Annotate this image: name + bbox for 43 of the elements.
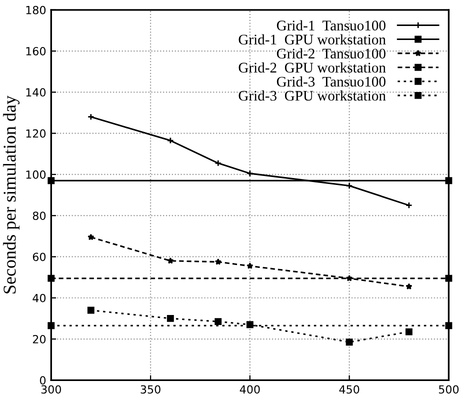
point bbox=[48, 274, 55, 282]
point bbox=[87, 306, 94, 314]
legend-label: Grid-1 Tansuo100 bbox=[276, 20, 386, 30]
x-tick-label: 450 bbox=[339, 385, 360, 394]
point bbox=[88, 234, 94, 240]
y-tick-label: 60 bbox=[32, 252, 46, 262]
point bbox=[246, 321, 254, 328]
y-tick-label: 140 bbox=[26, 88, 46, 97]
y-tick-label: 0 bbox=[40, 376, 46, 385]
point bbox=[48, 322, 55, 330]
y-tick-label: 120 bbox=[26, 129, 46, 138]
point bbox=[246, 262, 254, 269]
point bbox=[445, 322, 452, 330]
legend-label: Grid-3 Tansuo100 bbox=[276, 76, 386, 87]
legend-label: Grid-2 GPU workstation bbox=[238, 62, 386, 73]
legend-label: Grid-2 Tansuo100 bbox=[276, 48, 386, 59]
y-tick-label: 80 bbox=[32, 212, 46, 220]
point bbox=[214, 318, 222, 326]
y-tick-label: 20 bbox=[32, 334, 46, 344]
point bbox=[48, 177, 55, 184]
y-tick-label: 180 bbox=[26, 6, 46, 14]
y-axis-title: Seconds per simulation day bbox=[3, 96, 20, 294]
point bbox=[214, 258, 222, 265]
y-tick-label: 40 bbox=[32, 294, 46, 302]
legend-label: Grid-1 GPU workstation bbox=[238, 34, 386, 45]
point bbox=[405, 328, 412, 336]
point bbox=[346, 182, 353, 190]
point bbox=[166, 314, 174, 322]
x-tick-label: 300 bbox=[41, 385, 62, 394]
x-tick-label: 500 bbox=[438, 385, 459, 394]
x-tick-label: 400 bbox=[240, 385, 260, 394]
point bbox=[166, 137, 174, 144]
point bbox=[445, 177, 452, 184]
point bbox=[445, 274, 452, 282]
y-tick-label: 160 bbox=[26, 47, 46, 56]
point bbox=[246, 170, 254, 177]
legend-label: Grid-3 GPU workstation bbox=[238, 90, 386, 101]
x-tick-label: 350 bbox=[140, 385, 160, 394]
y-tick-label: 100 bbox=[26, 170, 46, 179]
point bbox=[346, 338, 353, 346]
point bbox=[214, 160, 222, 167]
point bbox=[406, 283, 412, 290]
point bbox=[167, 257, 174, 264]
